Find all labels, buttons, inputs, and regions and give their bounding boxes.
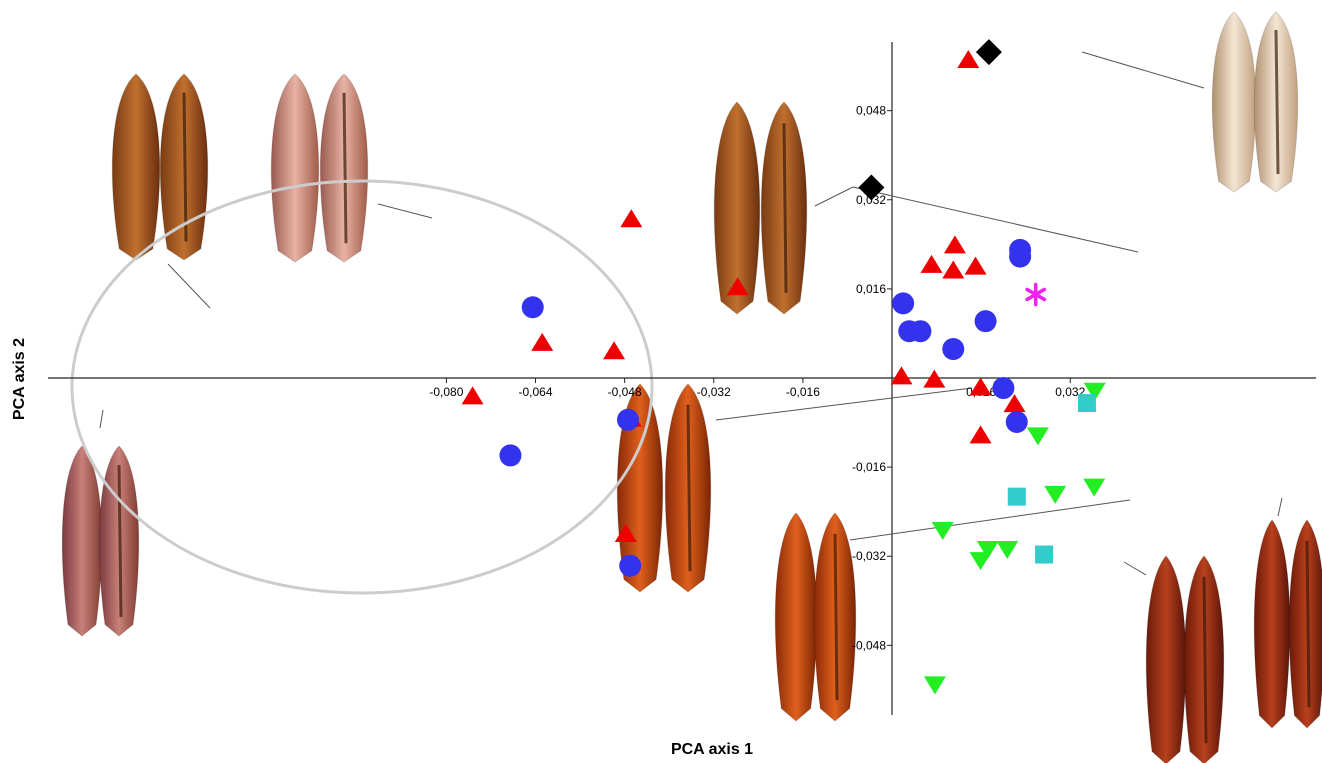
data-points <box>461 39 1106 695</box>
point-circle <box>1009 245 1032 268</box>
point-triangle-up <box>920 254 943 273</box>
point-triangle-up <box>943 235 966 254</box>
x-tick-label: -0,064 <box>519 385 553 399</box>
y-axis-title: PCA axis 2 <box>11 338 28 420</box>
point-circle <box>942 338 965 361</box>
point-circle <box>974 310 997 333</box>
asterisk-stroke <box>1025 287 1047 302</box>
point-circle <box>521 296 544 319</box>
x-tick-label: -0,016 <box>786 385 820 399</box>
x-tick-label: -0,048 <box>608 385 642 399</box>
point-triangle-down <box>923 676 946 695</box>
point-triangle-down <box>976 540 999 559</box>
connector-line <box>814 186 854 207</box>
shell-photo-7-a <box>774 512 818 722</box>
shell-aperture-2 <box>342 92 348 244</box>
connector-line <box>167 263 211 309</box>
point-triangle-down <box>1083 478 1106 497</box>
y-tick-label: 0,048 <box>856 104 886 118</box>
point-triangle-down <box>1044 485 1067 504</box>
shell-photo-9-a <box>1253 519 1291 729</box>
point-triangle-down <box>1026 427 1049 446</box>
connector-line <box>1123 561 1147 576</box>
shell-aperture-3 <box>782 123 788 293</box>
point-circle <box>1005 411 1028 434</box>
shell-aperture-7 <box>833 533 839 701</box>
connector-lines <box>99 51 1283 576</box>
shell-aperture-4 <box>1274 29 1280 175</box>
point-triangle-down <box>931 522 954 541</box>
point-triangle-up <box>1003 394 1026 413</box>
shell-photo-layer <box>61 11 1322 763</box>
point-square <box>1007 487 1026 506</box>
point-triangle-up <box>890 366 913 385</box>
point-triangle-down <box>969 552 992 571</box>
point-triangle-up <box>964 256 987 275</box>
y-tick-label: -0,032 <box>852 549 886 563</box>
shell-photo-1-a <box>111 73 161 261</box>
point-triangle-up <box>923 369 946 388</box>
axes <box>48 42 1316 715</box>
shell-photo-5-a <box>61 445 103 637</box>
group-ellipse <box>70 179 654 595</box>
point-circle <box>892 292 915 315</box>
connector-line <box>377 203 433 219</box>
y-tick-label: -0,016 <box>852 460 886 474</box>
shell-aperture-5 <box>117 464 123 618</box>
shell-photo-4-a <box>1211 11 1257 193</box>
shell-aperture-6 <box>686 404 692 572</box>
connector-line <box>1277 497 1283 517</box>
point-circle <box>909 320 932 343</box>
point-triangle-up <box>969 377 992 396</box>
point-circle <box>616 408 639 431</box>
connector-line <box>852 186 1139 253</box>
ellipse-layer <box>70 179 654 595</box>
connector-line <box>99 409 104 429</box>
point-triangle-up <box>603 341 626 360</box>
point-triangle-down <box>1083 382 1106 401</box>
point-triangle-up <box>942 260 965 279</box>
y-tick-label: -0,048 <box>852 638 886 652</box>
point-triangle-up <box>726 277 749 296</box>
point-triangle-up <box>461 386 484 405</box>
x-axis-title: PCA axis 1 <box>671 741 753 758</box>
point-triangle-up <box>614 523 637 542</box>
point-square <box>1077 394 1096 413</box>
shell-aperture-1 <box>182 92 188 242</box>
point-circle <box>992 377 1015 400</box>
point-diamond <box>975 39 1002 66</box>
point-triangle-up <box>531 332 554 351</box>
point-square <box>1035 545 1054 564</box>
y-tick-label: 0,016 <box>856 282 886 296</box>
shell-photo-9-b <box>1288 519 1322 729</box>
shell-photo-2-a <box>270 73 320 263</box>
point-circle <box>619 554 642 577</box>
x-tick-label: -0,080 <box>429 385 463 399</box>
point-triangle-up <box>969 425 992 444</box>
connector-line <box>715 387 973 421</box>
shell-photo-3-a <box>713 101 761 315</box>
shell-aperture-8 <box>1202 576 1208 744</box>
connector-line <box>849 499 1131 541</box>
point-asterisk <box>1025 282 1047 307</box>
point-diamond <box>858 174 885 201</box>
point-triangle-down <box>996 540 1019 559</box>
connector-line <box>1081 51 1205 89</box>
point-circle <box>499 444 522 467</box>
shell-aperture-9 <box>1305 540 1311 708</box>
point-triangle-up <box>620 209 643 228</box>
point-triangle-up <box>957 49 980 68</box>
x-tick-label: -0,032 <box>697 385 731 399</box>
shell-photo-8-a <box>1145 555 1187 763</box>
